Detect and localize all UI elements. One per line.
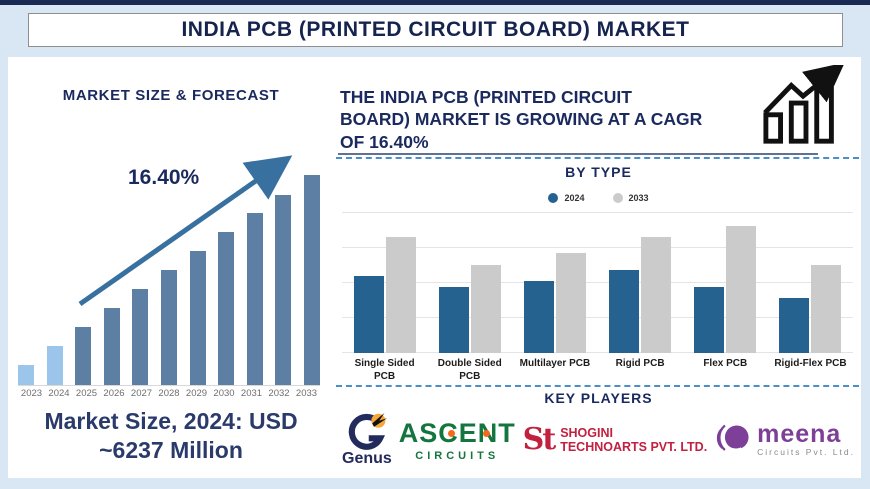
bytype-bar-2024 [609,270,640,353]
forecast-year-labels: 2023 2024 2025 2026 2027 2028 2029 2030 2031 2032… [18,388,320,399]
logo-ascent-circuits: ASCENT CIRCUITS [399,418,516,462]
bytype-bar-2024 [523,281,554,353]
legend-label: 2024 [564,193,585,203]
market-size-value: Market Size, 2024: USD ~6237 Million [44,408,298,463]
bytype-bar-2033 [555,253,586,353]
page-title: INDIA PCB (PRINTED CIRCUIT BOARD) MARKET [181,18,690,41]
legend-dot-icon [612,193,623,203]
genus-g-icon [348,412,388,450]
bytype-group [427,212,512,353]
forecast-year-label: 2026 [103,388,125,399]
key-players-logos: Genus ASCENT CIRCUITS St SHOGINI TECHNOA… [338,409,859,471]
legend-dot-icon [548,193,559,203]
bytype-bar-2033 [641,237,672,353]
meena-subtext: Circuits Pvt. Ltd. [757,447,855,458]
forecast-bar-2029 [189,251,206,385]
ascent-dot-icon [447,430,455,437]
forecast-bar-2030 [218,232,235,385]
shogini-line1: SHOGINI [560,425,613,440]
bytype-category-label: Rigid PCB [615,358,665,369]
forecast-year-label: 2032 [268,388,290,399]
gridline [342,212,853,213]
bytype-bar-2033 [811,265,842,353]
bytype-bar-2024 [779,298,810,353]
headline-underline [338,153,818,155]
bytype-legend: 2024 2033 [336,193,861,203]
forecast-year-label: 2033 [295,388,318,399]
forecast-bars [18,166,320,386]
bytype-category-label: Multilayer PCB [519,358,591,369]
bytype-bar-2024 [694,287,725,353]
legend-item-2033: 2033 [612,193,649,203]
forecast-year-label: 2027 [130,388,153,399]
bytype-group [598,212,683,353]
genus-wordmark: Genus [342,450,392,467]
forecast-bar-2032 [275,195,292,385]
bytype-bar-2024 [353,276,384,353]
by-type-title: BY TYPE [565,164,632,180]
ascent-text: ASCENT [398,418,516,448]
shogini-monogram-icon: St [522,422,557,457]
bytype-category-labels: Single Sided PCB Double Sided PCB Multilay… [342,358,853,383]
forecast-year-label: 2031 [240,388,263,399]
bytype-category-label: Rigid-Flex PCB [774,358,847,369]
dashed-divider-top [336,157,859,159]
bytype-category-label: Double Sided PCB [437,358,502,382]
content-panel [8,57,861,478]
dashed-divider-bottom [336,385,859,387]
bytype-bar-2024 [438,287,469,353]
bytype-group [342,212,427,353]
growth-arrow [78,155,293,307]
forecast-bar-2026 [103,308,120,385]
bytype-chart [342,212,853,353]
forecast-bar-2025 [75,327,92,385]
bytype-category-label: Flex PCB [703,358,748,369]
forecast-bar-2031 [246,213,263,385]
ascent-subtext: CIRCUITS [415,450,500,462]
forecast-year-label: 2029 [185,388,208,399]
forecast-year-label: 2030 [213,388,235,399]
bytype-bar-2033 [726,226,757,353]
title-banner: INDIA PCB (PRINTED CIRCUIT BOARD) MARKET [28,13,843,47]
cagr-and-type-section: THE INDIA PCB (PRINTED CIRCUIT BOARD) MA… [336,57,861,478]
forecast-year-label: 2025 [75,388,98,399]
ascent-wordmark: ASCENT [399,418,516,449]
ascent-dot-icon [482,430,490,437]
forecast-bar-2023 [18,365,34,385]
bytype-group [768,212,853,353]
bytype-category-label: Single Sided PCB [354,358,415,382]
bytype-group [683,212,768,353]
gridline [342,247,853,248]
forecast-year-label: 2023 [20,388,43,399]
cagr-headline: THE INDIA PCB (PRINTED CIRCUIT BOARD) MA… [340,87,703,152]
meena-wordmark: meena [757,419,842,448]
gridline [342,282,853,283]
bytype-bar-2033 [470,265,501,353]
gridline [342,317,853,318]
shogini-line2: TECHNOARTS PVT. LTD. [560,440,708,454]
logo-shogini-technoarts: St SHOGINI TECHNOARTS PVT. LTD. [523,425,708,455]
market-size-heading: MARKET SIZE & FORECAST [62,87,280,104]
forecast-year-label: 2028 [158,388,180,399]
cagr-value-label: 16.40% [128,166,200,189]
bytype-groups [342,212,853,353]
forecast-bar-2024 [46,346,63,385]
top-accent-bar [0,0,870,5]
bytype-bar-2033 [385,237,416,353]
logo-meena-circuits: meena Circuits Pvt. Ltd. [714,420,855,460]
forecast-year-label: 2024 [48,388,70,399]
growth-chart-icon [763,65,845,144]
forecast-bar-2027 [132,289,149,385]
meena-swirl-icon [717,424,749,451]
legend-item-2024: 2024 [548,193,585,203]
logo-genus: Genus [342,412,392,468]
key-players-title: KEY PLAYERS [544,390,653,406]
bytype-group [512,212,597,353]
market-size-section: MARKET SIZE & FORECAST 2023 2024 2025 2026 2… [10,57,332,478]
forecast-bar-2028 [160,270,177,385]
legend-label: 2033 [628,193,649,203]
forecast-bar-2033 [303,175,320,385]
gridline [342,352,853,353]
